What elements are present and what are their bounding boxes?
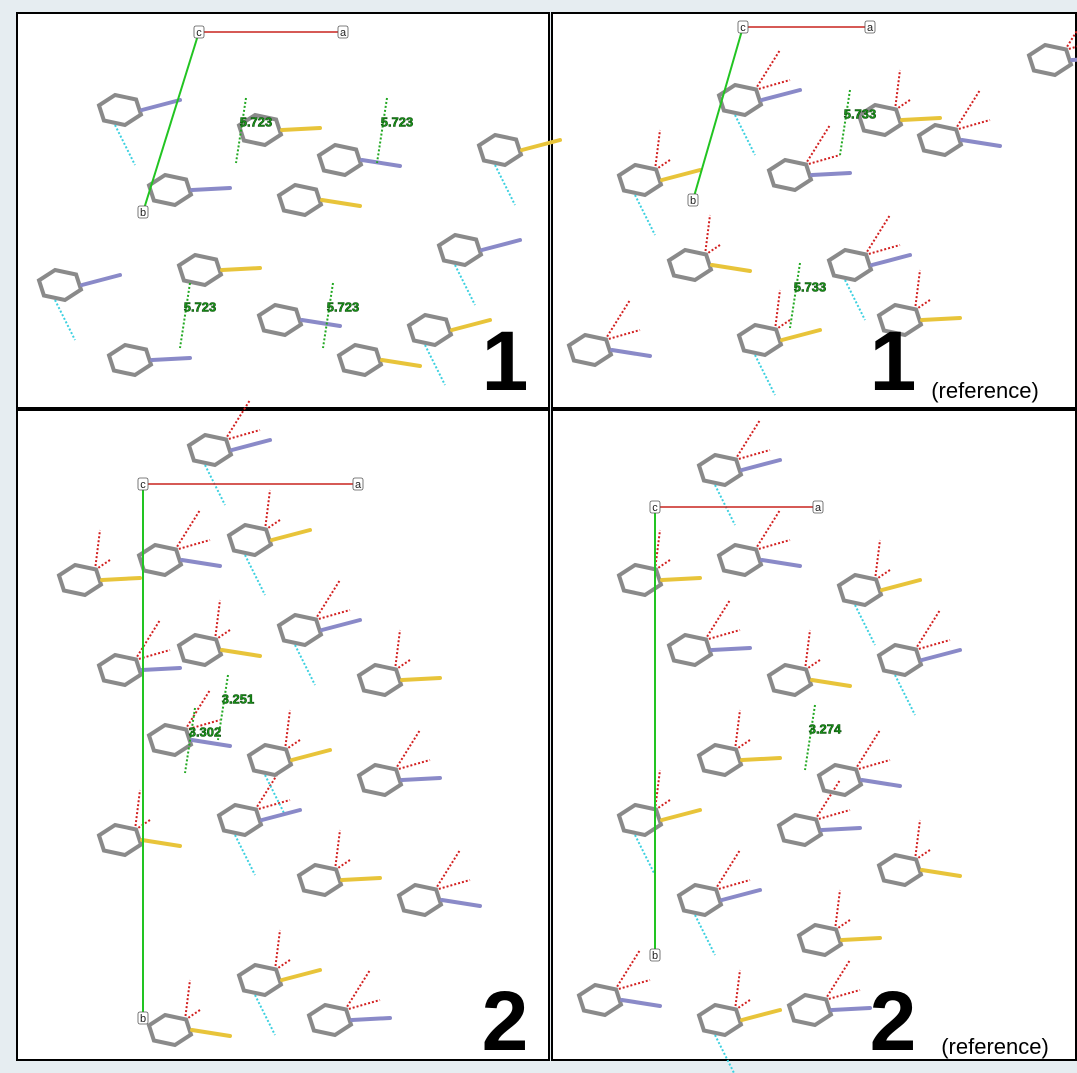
axis-label: c	[140, 479, 146, 491]
distance-label: 5.733	[794, 279, 827, 294]
axis-label: c	[196, 27, 202, 39]
compound-number: 2	[482, 974, 529, 1068]
bond	[402, 678, 440, 680]
axis-label: a	[815, 502, 822, 514]
bond	[842, 938, 880, 940]
distance-label: 3.251	[222, 691, 255, 706]
compound-number: 2	[870, 974, 917, 1068]
distance-label: 5.723	[381, 114, 414, 129]
bond	[102, 578, 140, 580]
axis-label: a	[355, 479, 362, 491]
panel-frame	[17, 410, 549, 1060]
distance-label: 5.723	[240, 114, 273, 129]
compound-number: 1	[482, 314, 529, 408]
bond	[662, 578, 700, 580]
axis-label: c	[652, 502, 658, 514]
bond	[712, 648, 750, 650]
distance-label: 3.274	[809, 721, 842, 736]
figure: c a b 5.723 5.723 5.723 5.723 1 c a b 5.733 5.733 1 (r…	[0, 0, 1077, 1073]
bond	[742, 758, 780, 760]
bond	[812, 173, 850, 175]
bond	[282, 128, 320, 130]
bond	[902, 118, 940, 120]
distance-label: 5.723	[327, 299, 360, 314]
distance-label: 3.302	[189, 724, 222, 739]
bond	[352, 1018, 390, 1020]
compound-number: 1	[870, 314, 917, 408]
bond	[152, 358, 190, 360]
bond	[822, 828, 860, 830]
axis-label: a	[340, 27, 347, 39]
panel-frame	[552, 13, 1076, 408]
axis-label: b	[140, 207, 146, 219]
bond	[222, 268, 260, 270]
bond	[342, 878, 380, 880]
axis-label: b	[690, 195, 696, 207]
reference-note: (reference)	[931, 378, 1039, 403]
bond	[832, 1008, 870, 1010]
bond	[192, 188, 230, 190]
bond	[142, 668, 180, 670]
axis-label: b	[140, 1013, 146, 1025]
bond	[922, 318, 960, 320]
distance-label: 5.723	[184, 299, 217, 314]
axis-label: b	[652, 950, 658, 962]
bond	[1072, 58, 1077, 60]
distance-label: 5.733	[844, 106, 877, 121]
bond	[402, 778, 440, 780]
reference-note: (reference)	[941, 1034, 1049, 1059]
axis-label: a	[867, 22, 874, 34]
axis-label: c	[740, 22, 746, 34]
